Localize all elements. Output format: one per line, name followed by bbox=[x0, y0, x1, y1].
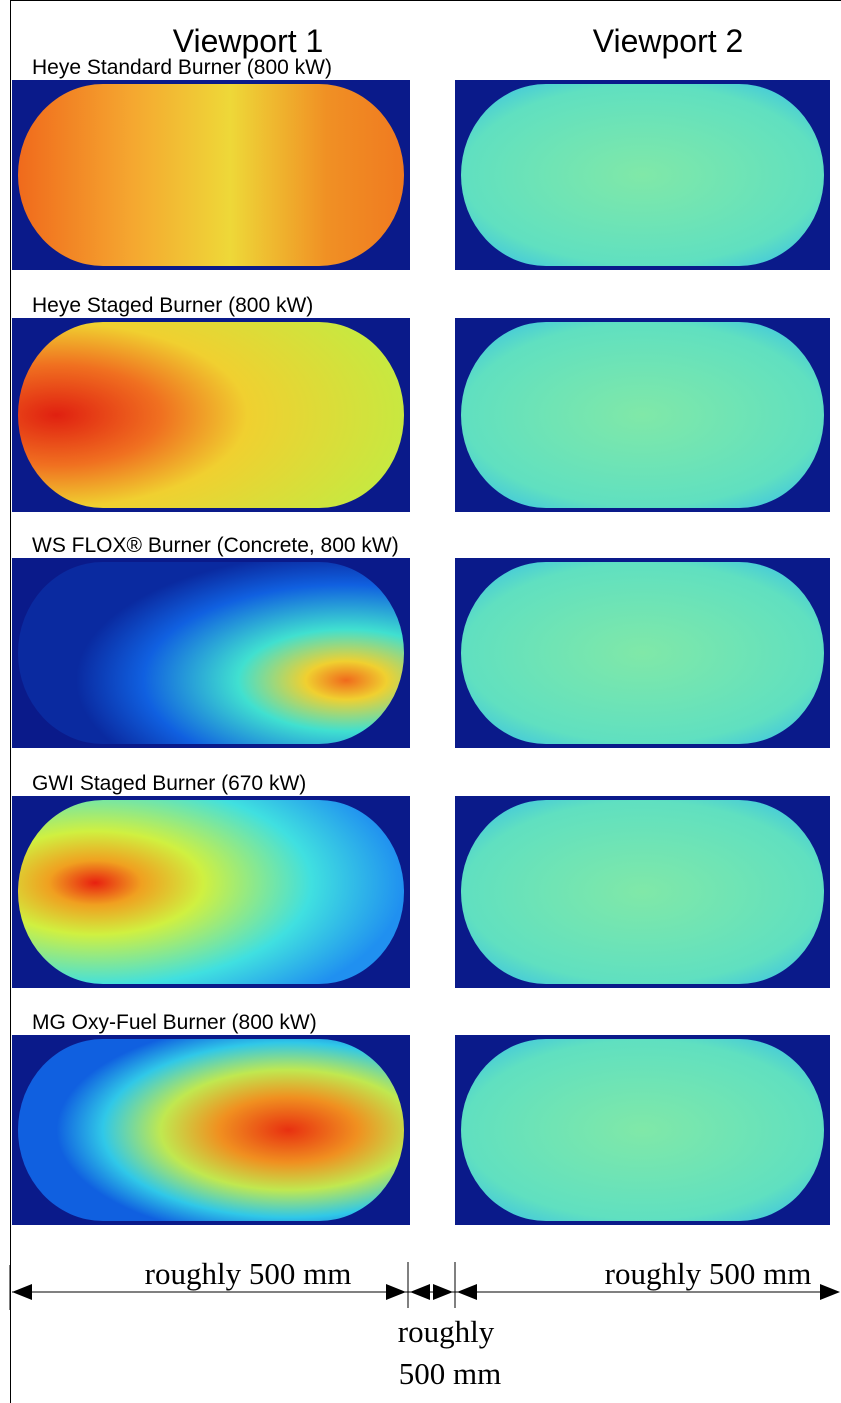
thermal-image bbox=[18, 84, 404, 266]
dimension-label: roughly bbox=[398, 1314, 495, 1349]
dimension-label: roughly 500 mm bbox=[605, 1256, 812, 1291]
thermal-image bbox=[18, 322, 404, 508]
burner-label: Heye Standard Burner (800 kW) bbox=[32, 56, 332, 79]
burner-label: GWI Staged Burner (670 kW) bbox=[32, 772, 306, 795]
column-header: Viewport 2 bbox=[593, 23, 744, 59]
burner-label: Heye Staged Burner (800 kW) bbox=[32, 294, 313, 317]
thermal-image bbox=[461, 800, 824, 984]
thermal-image bbox=[18, 800, 404, 984]
thermal-image bbox=[461, 1039, 824, 1221]
burner-label: WS FLOX® Burner (Concrete, 800 kW) bbox=[32, 534, 399, 557]
thermal-image bbox=[461, 562, 824, 744]
column-header: Viewport 1 bbox=[173, 23, 324, 59]
thermal-image bbox=[461, 84, 824, 266]
thermal-image bbox=[18, 1039, 404, 1221]
dimension-label: roughly 500 mm bbox=[145, 1256, 352, 1291]
dimension-label: 500 mm bbox=[399, 1356, 501, 1391]
thermal-image bbox=[461, 322, 824, 508]
thermal-image bbox=[18, 562, 404, 744]
burner-label: MG Oxy-Fuel Burner (800 kW) bbox=[32, 1011, 317, 1034]
arrowheads bbox=[12, 1284, 840, 1300]
